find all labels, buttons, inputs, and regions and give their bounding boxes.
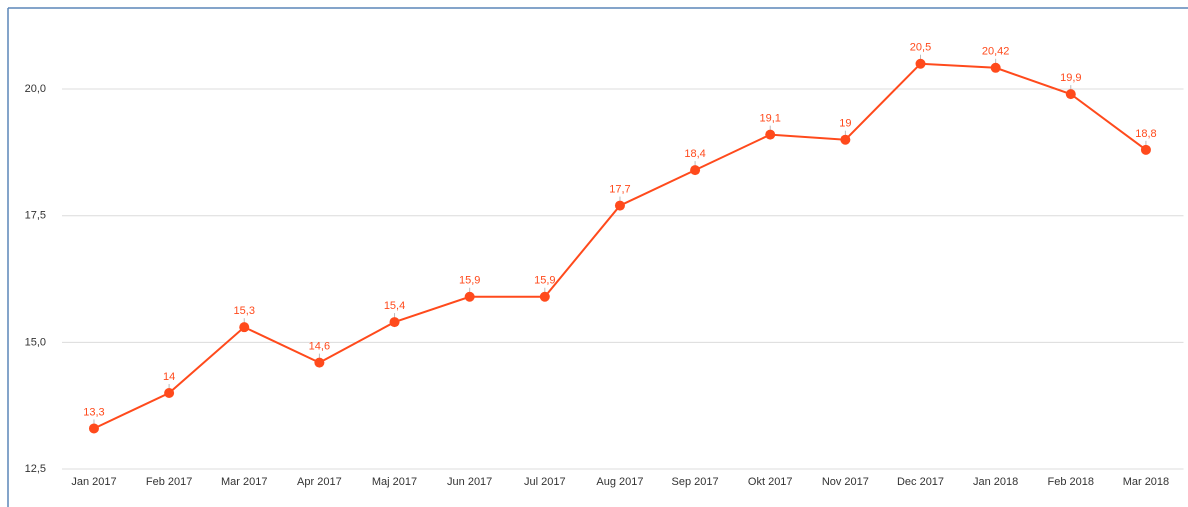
data-point	[239, 322, 250, 333]
data-label: 14	[163, 371, 175, 383]
data-label: 15,9	[459, 275, 480, 287]
x-tick-label: Aug 2017	[596, 476, 643, 488]
data-point	[539, 291, 550, 302]
data-label: 15,3	[234, 305, 255, 317]
data-point	[840, 134, 851, 145]
x-tick-label: Mar 2018	[1123, 476, 1169, 488]
data-label: 19,9	[1060, 72, 1081, 84]
y-tick-label: 20,0	[25, 83, 46, 95]
x-tick-label: Okt 2017	[748, 476, 793, 488]
x-tick-label: Dec 2017	[897, 476, 944, 488]
data-point	[690, 165, 701, 176]
data-label: 19	[839, 118, 851, 130]
y-tick-label: 17,5	[25, 210, 46, 222]
x-tick-label: Mar 2017	[221, 476, 267, 488]
series-line	[93, 62, 1147, 430]
x-tick-label: Nov 2017	[822, 476, 869, 488]
x-tick-label: Maj 2017	[372, 476, 417, 488]
x-tick-label: Sep 2017	[672, 476, 719, 488]
x-tick-label: Jun 2017	[447, 476, 492, 488]
data-point	[389, 317, 400, 328]
data-label: 18,8	[1135, 128, 1156, 140]
data-label: 19,1	[760, 113, 781, 125]
data-label: 14,6	[309, 341, 330, 353]
x-tick-label: Feb 2018	[1048, 476, 1094, 488]
data-point	[614, 200, 625, 211]
x-tick-label: Apr 2017	[297, 476, 342, 488]
y-tick-label: 15,0	[25, 336, 46, 348]
data-label: 17,7	[609, 183, 630, 195]
data-point	[765, 129, 776, 140]
x-tick-label: Jan 2017	[71, 476, 116, 488]
data-label: 13,3	[83, 406, 104, 418]
data-point	[990, 62, 1001, 73]
y-tick-label: 12,5	[25, 463, 46, 475]
data-point	[464, 291, 475, 302]
data-point	[1140, 144, 1151, 155]
x-tick-label: Jul 2017	[524, 476, 566, 488]
x-tick-label: Jan 2018	[973, 476, 1018, 488]
data-label: 20,42	[982, 46, 1010, 58]
data-point	[164, 388, 175, 399]
data-point	[1065, 89, 1076, 100]
x-tick-label: Feb 2017	[146, 476, 192, 488]
data-label: 18,4	[684, 148, 705, 160]
data-point	[88, 423, 99, 434]
data-point	[915, 58, 926, 69]
data-label: 15,9	[534, 275, 555, 287]
data-point	[314, 357, 325, 368]
data-label: 15,4	[384, 300, 405, 312]
data-label: 20,5	[910, 42, 931, 54]
